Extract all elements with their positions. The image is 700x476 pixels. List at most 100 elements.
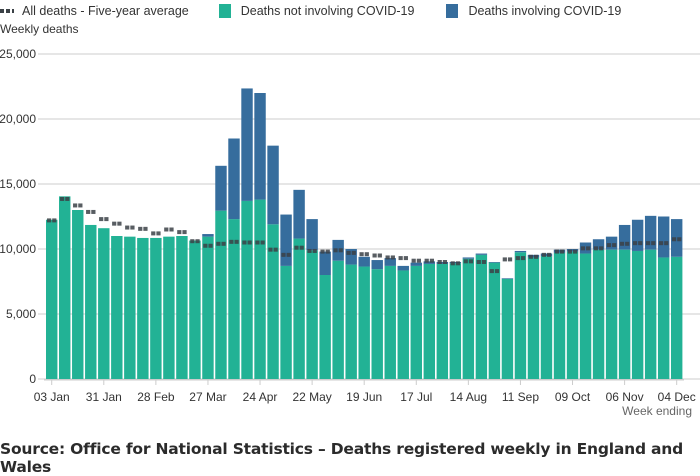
bar-group	[384, 258, 396, 379]
bar-covid	[202, 234, 214, 237]
average-dash	[216, 241, 221, 246]
average-marker	[541, 252, 552, 257]
average-dash	[151, 231, 156, 236]
bar-group	[475, 253, 488, 379]
bar-group	[527, 254, 540, 379]
bar-non-covid	[475, 254, 488, 379]
bar-group	[280, 214, 292, 379]
average-dash	[586, 246, 591, 251]
average-marker	[190, 239, 200, 244]
average-dash	[494, 269, 500, 274]
y-tick-label: 20,000	[0, 112, 36, 126]
bar-non-covid	[293, 238, 305, 379]
average-dash	[351, 250, 356, 255]
bar-group	[592, 239, 605, 379]
average-marker	[151, 231, 161, 236]
bar-covid	[241, 88, 253, 201]
bar-non-covid	[501, 278, 514, 379]
average-dash	[260, 240, 265, 245]
bar-non-covid	[215, 210, 227, 379]
average-dash	[169, 227, 174, 232]
average-dash	[671, 237, 677, 242]
average-dash	[52, 218, 57, 223]
average-dash	[312, 248, 317, 253]
bar-covid	[358, 256, 370, 267]
average-marker	[203, 243, 213, 248]
average-dash	[390, 255, 395, 260]
average-dash	[86, 209, 91, 214]
bar-group	[371, 260, 383, 379]
bar-non-covid	[397, 270, 409, 379]
bar-group	[540, 253, 553, 379]
average-marker	[437, 260, 448, 264]
bar-covid	[319, 251, 331, 275]
bar-non-covid	[488, 262, 501, 379]
average-marker	[125, 225, 135, 230]
bar-covid	[384, 258, 396, 266]
average-markers	[47, 196, 682, 274]
legend-item-covid[interactable]: Deaths involving COVID-19	[446, 4, 621, 18]
average-dash	[502, 257, 507, 262]
bar-covid	[631, 219, 644, 251]
average-dash	[625, 241, 630, 246]
bar-covid	[306, 219, 318, 251]
bar-non-covid	[605, 249, 618, 379]
bar-covid	[462, 257, 475, 259]
average-marker	[242, 240, 252, 245]
average-marker	[307, 248, 317, 253]
x-tick-label: 19 Jun	[346, 390, 382, 404]
average-marker	[333, 248, 343, 253]
bar-non-covid	[228, 219, 240, 379]
bar-non-covid	[254, 199, 266, 379]
average-dash	[91, 209, 96, 214]
bar-group	[501, 278, 514, 379]
average-dash	[476, 260, 481, 264]
x-tick-label: 22 May	[292, 390, 331, 404]
average-marker	[606, 243, 617, 248]
average-dash	[229, 239, 234, 244]
bar-group	[436, 262, 449, 379]
average-marker	[138, 226, 148, 231]
average-marker	[567, 249, 578, 254]
bar-non-covid	[553, 252, 566, 379]
average-marker	[515, 256, 526, 261]
average-dash	[117, 221, 122, 226]
bar-group	[553, 249, 566, 379]
average-dash	[515, 256, 520, 261]
average-marker	[73, 203, 83, 208]
legend-item-average[interactable]: All deaths - Five-year average	[0, 4, 189, 18]
average-dash	[677, 237, 682, 242]
bar-covid	[540, 253, 553, 257]
bar-group	[163, 236, 175, 379]
bar-non-covid	[449, 263, 462, 379]
bar-group	[579, 242, 592, 379]
bar-non-covid	[59, 196, 71, 379]
average-marker	[398, 256, 408, 261]
bar-group	[124, 236, 136, 379]
bar-non-covid	[111, 236, 123, 379]
bar-group	[423, 261, 436, 379]
bar-group	[228, 138, 240, 379]
non-covid-swatch-icon	[218, 4, 231, 18]
average-marker	[671, 237, 682, 242]
legend-item-non-covid[interactable]: Deaths not involving COVID-19	[218, 4, 414, 18]
legend-label-covid: Deaths involving COVID-19	[468, 4, 622, 18]
y-axis-ticks: 0 5,000 10,000 15,000 20,000 25,000	[0, 47, 36, 386]
average-dash	[325, 249, 330, 254]
x-tick-label: 04 Dec	[658, 390, 696, 404]
average-dash	[60, 196, 65, 201]
average-dash	[398, 256, 403, 261]
average-dash	[112, 221, 117, 226]
average-marker	[645, 241, 656, 246]
average-marker	[593, 246, 604, 251]
average-marker	[99, 217, 109, 222]
bar-non-covid	[98, 228, 110, 379]
average-dash	[632, 241, 638, 246]
bar-group	[631, 219, 644, 379]
bar-group	[306, 219, 318, 379]
bar-covid	[345, 249, 357, 265]
average-marker	[112, 221, 122, 226]
bar-covid	[423, 261, 436, 264]
average-dash	[489, 269, 494, 274]
bar-group	[85, 224, 97, 379]
